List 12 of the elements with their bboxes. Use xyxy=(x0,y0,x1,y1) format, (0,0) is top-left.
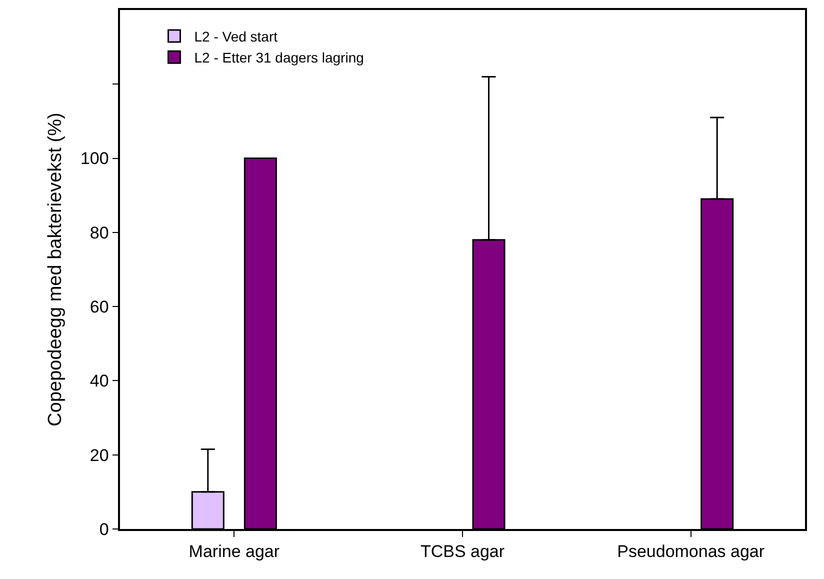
legend-label: L2 - Ved start xyxy=(194,28,278,44)
x-tick-label: Pseudomonas agar xyxy=(617,542,765,562)
y-tick-label: 40 xyxy=(90,372,109,391)
y-tick-label: 0 xyxy=(99,520,109,539)
y-tick-label: 80 xyxy=(90,223,109,242)
y-tick-label: 20 xyxy=(90,446,109,465)
x-tick-label: TCBS agar xyxy=(420,542,505,562)
x-tick-label: Marine agar xyxy=(188,542,280,562)
y-tick-label: 100 xyxy=(80,149,109,168)
y-axis-title: Copepodeegg med bakterievekst (%) xyxy=(44,112,66,426)
legend-label: L2 - Etter 31 dagers lagring xyxy=(194,50,364,66)
y-tick-label: 60 xyxy=(90,298,109,317)
